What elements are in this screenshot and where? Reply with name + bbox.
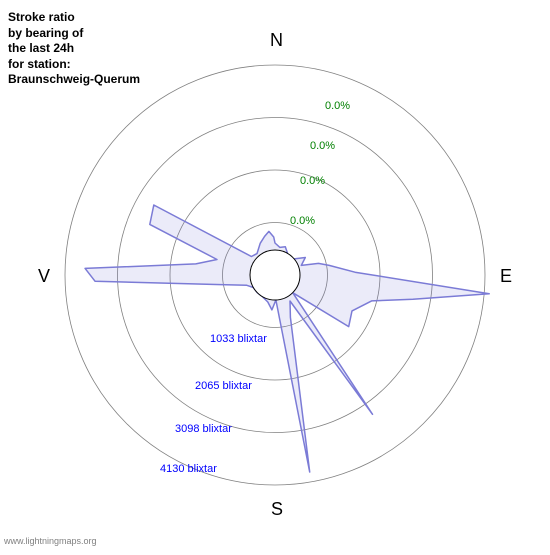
chart-title: Stroke ratio by bearing of the last 24h … [8, 10, 140, 88]
ring-label-green-2: 0.0% [300, 175, 325, 187]
compass-west: V [38, 266, 50, 287]
ring-label-blue-4: 4130 blixtar [160, 463, 217, 475]
footer-credit: www.lightningmaps.org [4, 536, 97, 546]
ring-label-green-4: 0.0% [325, 100, 350, 112]
ring-label-blue-1: 1033 blixtar [210, 333, 267, 345]
compass-south: S [271, 499, 283, 520]
ring-label-green-1: 0.0% [290, 215, 315, 227]
compass-north: N [270, 30, 283, 51]
compass-east: E [500, 266, 512, 287]
ring-label-green-3: 0.0% [310, 140, 335, 152]
ring-label-blue-2: 2065 blixtar [195, 380, 252, 392]
ring-label-blue-3: 3098 blixtar [175, 423, 232, 435]
